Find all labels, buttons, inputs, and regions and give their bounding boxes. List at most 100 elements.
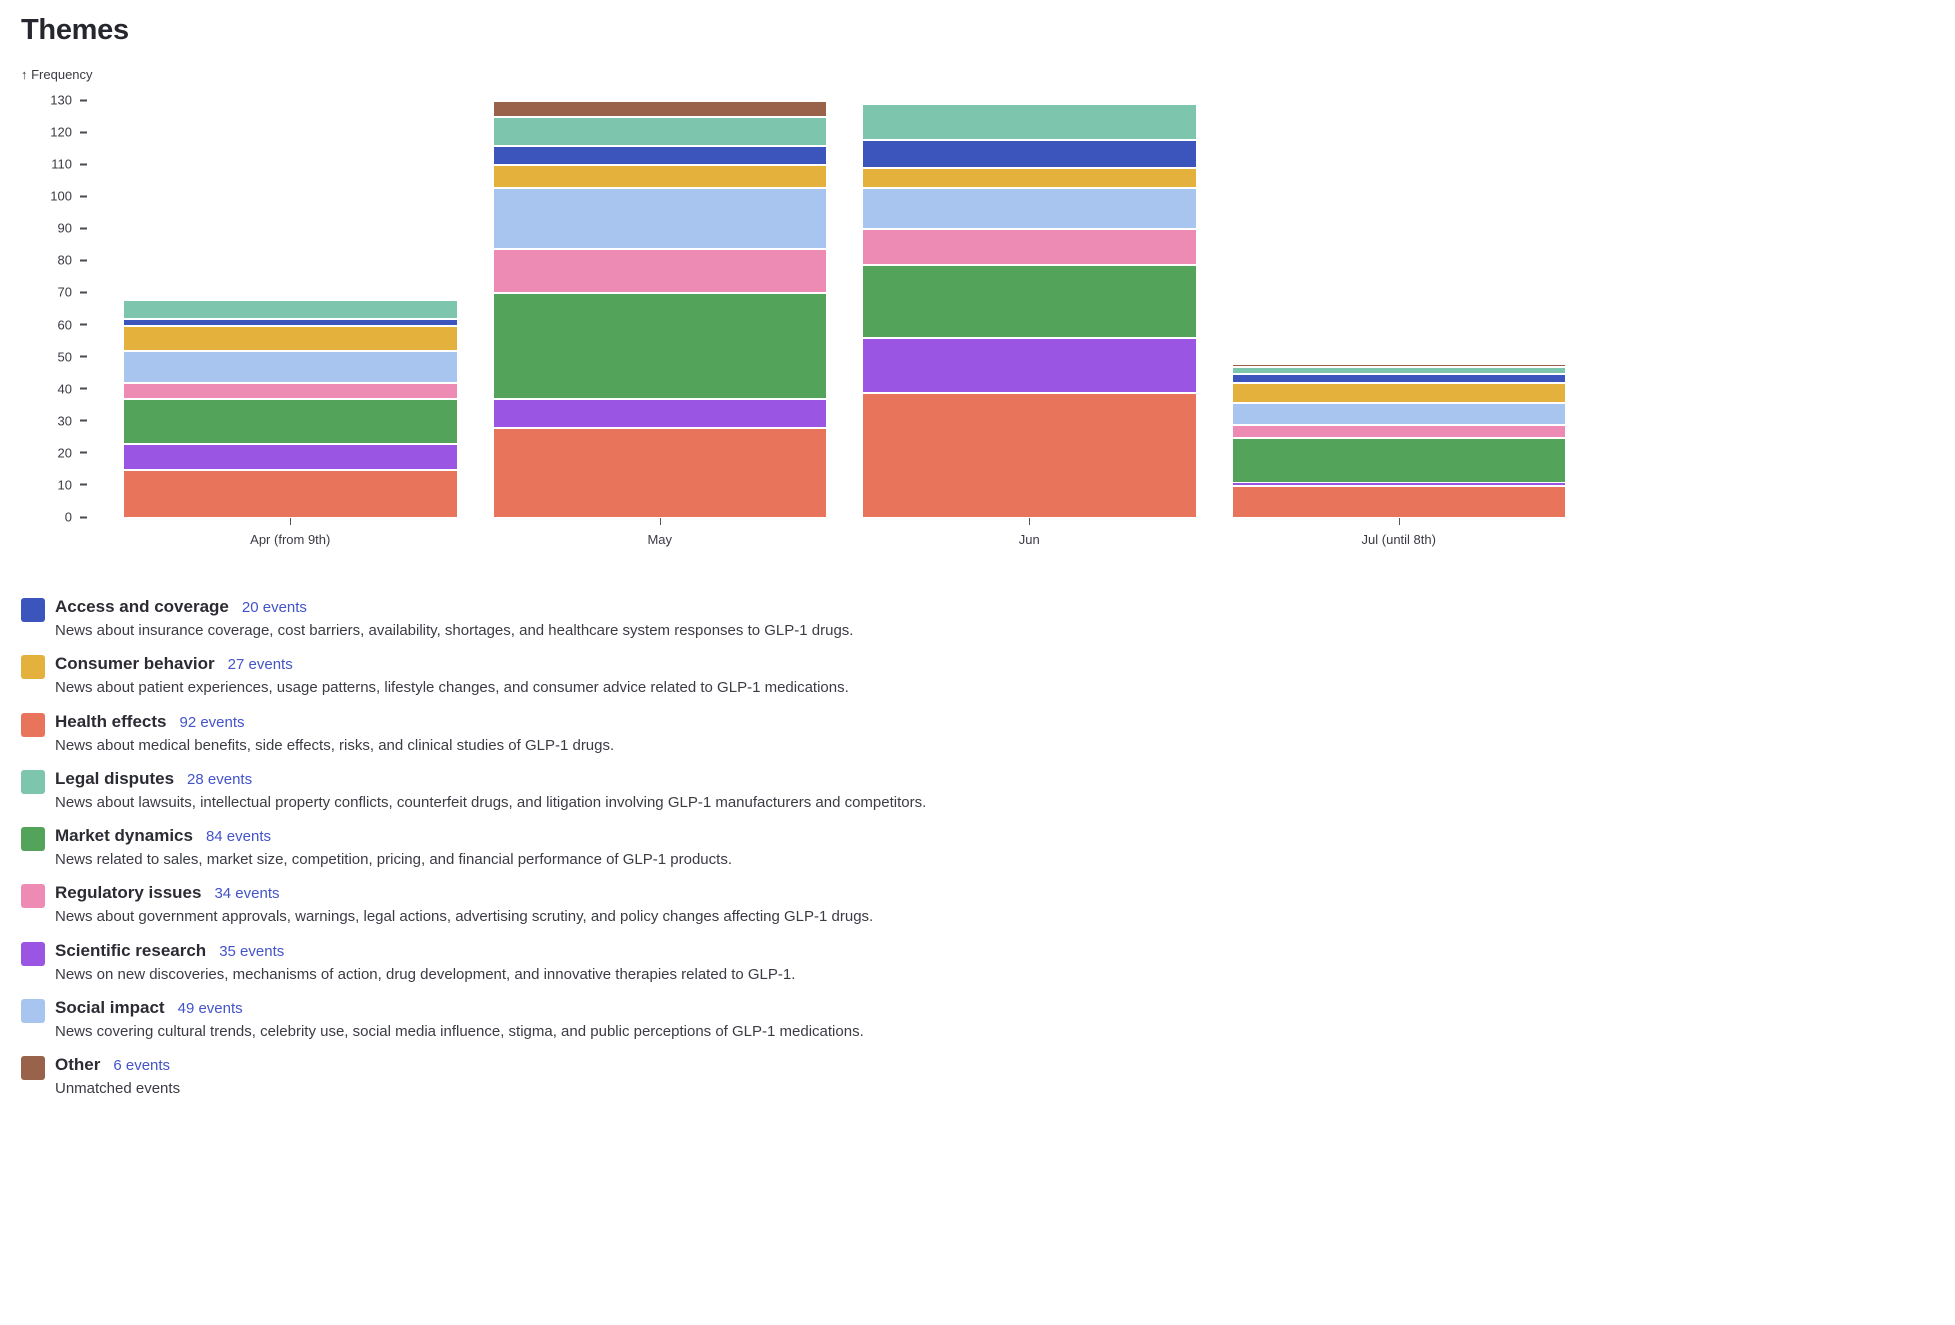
- page-title: Themes: [21, 14, 129, 46]
- legend-name: Regulatory issues: [55, 883, 202, 903]
- legend: Access and coverage 20 events News about…: [21, 597, 1934, 1099]
- legend-description: News on new discoveries, mechanisms of a…: [55, 965, 796, 983]
- themes-stacked-bar-chart: ↑ Frequency 0 10 20 30 40 50 60 70 80 90 100 110 120…: [21, 67, 1934, 569]
- y-axis-tick-label: 10: [57, 477, 72, 493]
- y-axis-tick-label: 120: [50, 124, 72, 140]
- legend-events-link[interactable]: 6 events: [113, 1057, 171, 1074]
- bar-segment-market-dynamics: [863, 265, 1196, 338]
- x-axis-tick-mark: [1398, 518, 1400, 525]
- bar-segment-consumer-behavior: [124, 326, 457, 351]
- y-axis-tick-mark: [80, 323, 87, 326]
- bar-segment-health-effects: [124, 470, 457, 517]
- y-axis-tick: 90: [58, 221, 87, 236]
- y-axis-tick-mark: [80, 419, 87, 422]
- legend-name: Consumer behavior: [55, 654, 215, 674]
- bar-segment-regulatory-issues: [493, 249, 826, 293]
- x-axis-label: Jul (until 8th): [1361, 532, 1436, 547]
- legend-item-social-impact: Social impact 49 events News covering cu…: [21, 998, 1934, 1042]
- y-axis-tick: 130: [50, 93, 87, 108]
- bar-segment-market-dynamics: [124, 400, 457, 444]
- legend-swatch-market-dynamics: [21, 827, 45, 851]
- legend-events-link[interactable]: 35 events: [219, 942, 285, 960]
- bar-segment-other: [493, 102, 826, 117]
- y-axis-tick-mark: [80, 516, 87, 518]
- y-axis-tick-label: 100: [50, 188, 72, 204]
- y-axis-tick: 30: [58, 413, 87, 428]
- bar-jul-until-8th: Jul (until 8th): [1232, 69, 1565, 547]
- legend-item-regulatory-issues: Regulatory issues 34 events News about g…: [21, 883, 1934, 927]
- legend-events-link[interactable]: 84 events: [205, 828, 271, 845]
- x-axis-label: May: [647, 532, 673, 547]
- y-axis-tick: 10: [58, 477, 87, 492]
- y-axis-tick-mark: [80, 451, 87, 454]
- y-axis-tick: 80: [58, 253, 87, 268]
- legend-events-link[interactable]: 34 events: [214, 885, 280, 903]
- y-axis-tick: 110: [51, 157, 87, 172]
- legend-name: Social impact: [55, 997, 165, 1017]
- bar-jun: Jun: [863, 69, 1196, 547]
- y-axis: 0 10 20 30 40 50 60 70 80 90 100 110 120 130: [21, 69, 87, 569]
- bar-segment-consumer-behavior: [1232, 384, 1565, 402]
- legend-name: Health effects: [55, 711, 167, 731]
- legend-events-link[interactable]: 20 events: [241, 599, 307, 616]
- y-axis-tick: 120: [50, 125, 87, 140]
- legend-item-market-dynamics: Market dynamics 84 events News related t…: [21, 826, 1934, 870]
- y-axis-tick: 40: [58, 381, 87, 396]
- bar-segment-legal-disputes: [493, 118, 826, 145]
- legend-events-link[interactable]: 49 events: [177, 999, 243, 1017]
- bar-segment-market-dynamics: [493, 294, 826, 399]
- legend-swatch-other: [21, 1056, 45, 1080]
- y-axis-tick-mark: [80, 259, 87, 262]
- legend-swatch-consumer-behavior: [21, 655, 45, 680]
- y-axis-tick: 100: [50, 189, 87, 204]
- legend-events-link[interactable]: 28 events: [187, 770, 253, 788]
- y-axis-tick-mark: [80, 163, 87, 166]
- legend-name: Market dynamics: [55, 826, 193, 845]
- bar-segment-regulatory-issues: [863, 230, 1196, 264]
- bars: Apr (from 9th) May Jun Jul (until 8th): [124, 69, 1565, 547]
- bar-segment-social-impact: [1232, 403, 1565, 424]
- themes-page: Themes ↑ Frequency 0 10 20 30 40 50 60 70 80 90 10…: [21, 14, 1934, 1099]
- legend-swatch-health-effects: [21, 712, 45, 737]
- legend-events-link[interactable]: 27 events: [227, 656, 293, 674]
- legend-swatch-social-impact: [21, 998, 45, 1023]
- legend-name: Access and coverage: [55, 597, 229, 616]
- legend-swatch-scientific-research: [21, 941, 45, 966]
- bar-segment-legal-disputes: [863, 105, 1196, 139]
- y-axis-tick-label: 90: [57, 220, 72, 236]
- legend-item-health-effects: Health effects 92 events News about medi…: [21, 712, 1934, 756]
- y-axis-tick-label: 110: [51, 156, 72, 172]
- y-axis-tick-mark: [80, 355, 87, 358]
- y-axis-tick-label: 30: [57, 413, 72, 429]
- bar-segment-legal-disputes: [1232, 368, 1565, 373]
- x-axis-tick-mark: [659, 518, 661, 525]
- bar-segment-scientific-research: [124, 445, 457, 469]
- bar-segment-access-and-coverage: [124, 320, 457, 325]
- legend-description: News about medical benefits, side effect…: [55, 736, 615, 754]
- legend-description: News about lawsuits, intellectual proper…: [55, 793, 927, 811]
- legend-item-other: Other 6 events Unmatched events: [21, 1055, 1934, 1099]
- y-axis-tick-label: 80: [57, 252, 72, 268]
- bar-may: May: [493, 69, 826, 547]
- y-axis-tick-label: 50: [57, 349, 72, 365]
- y-axis-tick-label: 20: [57, 445, 72, 461]
- bar-segment-social-impact: [124, 352, 457, 383]
- legend-name: Other: [55, 1055, 101, 1074]
- legend-name: Scientific research: [55, 940, 207, 960]
- legend-item-legal-disputes: Legal disputes 28 events News about laws…: [21, 769, 1934, 813]
- legend-description: News about insurance coverage, cost barr…: [55, 622, 854, 639]
- bar-segment-health-effects: [863, 393, 1196, 517]
- y-axis-tick-mark: [80, 387, 87, 390]
- legend-item-scientific-research: Scientific research 35 events News on ne…: [21, 941, 1934, 985]
- y-axis-tick-label: 0: [64, 509, 72, 525]
- y-axis-tick: 60: [58, 317, 87, 332]
- y-axis-tick-mark: [80, 227, 87, 230]
- bar-segment-regulatory-issues: [124, 384, 457, 399]
- legend-description: News related to sales, market size, comp…: [55, 851, 732, 868]
- legend-events-link[interactable]: 92 events: [179, 713, 245, 731]
- legend-description: News covering cultural trends, celebrity…: [55, 1022, 864, 1040]
- y-axis-tick-mark: [80, 195, 87, 198]
- bar-segment-regulatory-issues: [1232, 425, 1565, 437]
- y-axis-tick-mark: [80, 483, 87, 486]
- bar-segment-health-effects: [493, 429, 826, 517]
